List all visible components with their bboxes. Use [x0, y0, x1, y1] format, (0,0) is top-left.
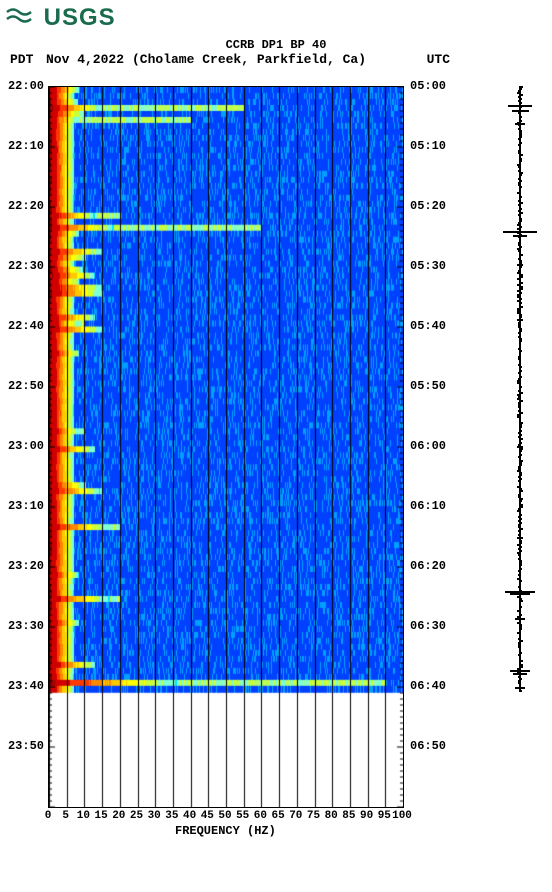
seismogram-spike	[510, 593, 530, 595]
y-tick-left: 23:30	[0, 619, 44, 633]
y-tick-right: 05:00	[410, 79, 446, 93]
seismogram-trace	[502, 86, 538, 691]
y-tick-right: 06:50	[410, 739, 446, 753]
x-tick: 85	[342, 810, 355, 822]
y-tick-left: 23:20	[0, 559, 44, 573]
y-tick-right: 06:10	[410, 499, 446, 513]
y-tick-right: 05:30	[410, 259, 446, 273]
seismogram-spike	[513, 235, 527, 237]
y-tick-left: 23:40	[0, 679, 44, 693]
plot-location: (Cholame Creek, Parkfield, Ca)	[132, 52, 366, 67]
y-tick-right: 05:40	[410, 319, 446, 333]
usgs-wave-icon	[6, 6, 32, 31]
y-tick-right: 05:10	[410, 139, 446, 153]
seismogram-spike	[512, 110, 529, 112]
spectrogram-plot	[48, 86, 404, 808]
y-tick-right: 06:00	[410, 439, 446, 453]
x-tick: 75	[307, 810, 320, 822]
x-tick: 50	[218, 810, 231, 822]
seismogram-spike	[517, 446, 524, 448]
plot-date: Nov 4,2022	[46, 52, 124, 67]
y-tick-left: 22:10	[0, 139, 44, 153]
y-tick-right: 06:40	[410, 679, 446, 693]
x-tick: 95	[378, 810, 391, 822]
y-tick-right: 06:30	[410, 619, 446, 633]
y-tick-right: 05:20	[410, 199, 446, 213]
x-tick: 90	[360, 810, 373, 822]
seismogram-spike	[515, 618, 525, 620]
y-tick-left: 22:00	[0, 79, 44, 93]
y-tick-left: 22:30	[0, 259, 44, 273]
x-tick: 30	[148, 810, 161, 822]
seismogram-spike	[503, 231, 537, 233]
y-tick-left: 23:50	[0, 739, 44, 753]
seismogram-spike	[513, 673, 527, 675]
y-tick-right: 06:20	[410, 559, 446, 573]
x-tick: 40	[183, 810, 196, 822]
seismogram-spike	[517, 264, 524, 266]
usgs-logo-text: USGS	[44, 4, 116, 32]
y-tick-left: 22:20	[0, 199, 44, 213]
y-tick-left: 22:40	[0, 319, 44, 333]
x-tick: 55	[236, 810, 249, 822]
x-tick: 60	[254, 810, 267, 822]
seismogram-spike	[517, 537, 524, 539]
y-tick-left: 22:50	[0, 379, 44, 393]
usgs-logo: USGS	[6, 4, 116, 32]
x-tick: 0	[45, 810, 52, 822]
x-tick: 45	[201, 810, 214, 822]
x-tick: 70	[289, 810, 302, 822]
x-tick: 25	[130, 810, 143, 822]
plot-title: CCRB DP1 BP 40	[0, 38, 552, 52]
x-tick: 10	[77, 810, 90, 822]
x-axis-label: FREQUENCY (HZ)	[175, 824, 276, 838]
x-tick: 15	[94, 810, 107, 822]
seismogram-spike	[508, 105, 532, 107]
timezone-right: UTC	[427, 52, 450, 67]
y-tick-left: 23:10	[0, 499, 44, 513]
x-tick: 20	[112, 810, 125, 822]
y-tick-left: 23:00	[0, 439, 44, 453]
x-tick: 100	[392, 810, 412, 822]
y-tick-right: 05:50	[410, 379, 446, 393]
x-tick: 5	[62, 810, 69, 822]
seismogram-spike	[510, 670, 530, 672]
seismogram-spike	[515, 123, 525, 125]
x-tick: 65	[271, 810, 284, 822]
seismogram-spike	[515, 687, 525, 689]
seismogram-spike	[517, 319, 524, 321]
x-tick: 35	[165, 810, 178, 822]
x-tick: 80	[325, 810, 338, 822]
timezone-left: PDT	[10, 52, 33, 67]
